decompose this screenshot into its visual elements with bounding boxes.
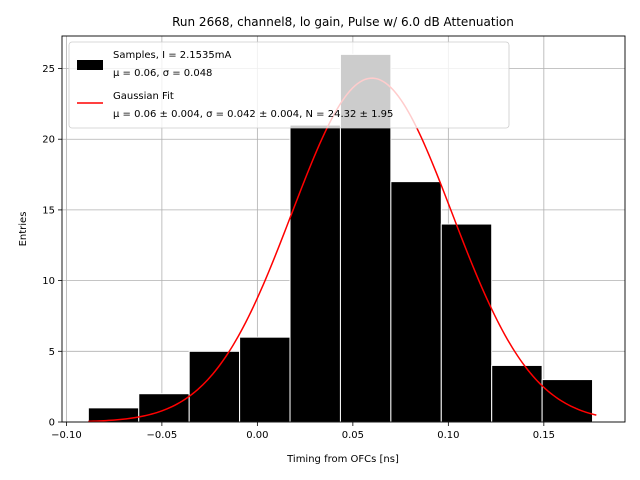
y-axis-ticks: 0 5 10 15 20 25: [42, 64, 62, 429]
x-axis-ticks: −0.10 −0.05 0.00 0.05 0.10 0.15: [51, 422, 555, 441]
histogram-bar: [440, 223, 493, 423]
y-tick-label: 10: [42, 276, 55, 287]
x-tick-label: −0.05: [147, 430, 178, 441]
histogram-bar: [188, 350, 241, 423]
histogram-bar: [491, 364, 543, 423]
y-tick-label: 20: [42, 135, 55, 146]
legend-histogram-stats: μ = 0.06, σ = 0.048: [113, 68, 212, 79]
legend-fit-label: Gaussian Fit: [113, 91, 174, 102]
histogram-bar: [138, 393, 190, 423]
x-tick-label: −0.10: [51, 430, 82, 441]
legend-histogram-label: Samples, I = 2.1535mA: [113, 50, 231, 61]
legend: Samples, I = 2.1535mA μ = 0.06, σ = 0.04…: [68, 41, 510, 129]
histogram-bar: [239, 336, 291, 423]
histogram-bar: [289, 124, 341, 423]
y-tick-label: 5: [49, 347, 55, 358]
chart-title: Run 2668, channel8, lo gain, Pulse w/ 6.…: [172, 15, 514, 29]
x-tick-label: 0.05: [342, 430, 364, 441]
x-axis-label: Timing from OFCs [ns]: [286, 454, 399, 465]
y-tick-label: 25: [42, 64, 55, 75]
y-axis-label: Entries: [18, 212, 29, 247]
histogram-bar: [390, 181, 442, 423]
legend-histogram-swatch: [77, 60, 103, 70]
x-tick-label: 0.15: [533, 430, 555, 441]
plot-frame: [61, 35, 626, 423]
legend-box: [68, 41, 510, 129]
x-tick-label: 0.10: [437, 430, 459, 441]
x-tick-label: 0.00: [246, 430, 268, 441]
y-tick-label: 0: [49, 418, 55, 429]
legend-fit-params: μ = 0.06 ± 0.004, σ = 0.042 ± 0.004, N =…: [113, 109, 393, 120]
histogram-bar: [541, 379, 594, 423]
y-tick-label: 15: [42, 205, 55, 216]
